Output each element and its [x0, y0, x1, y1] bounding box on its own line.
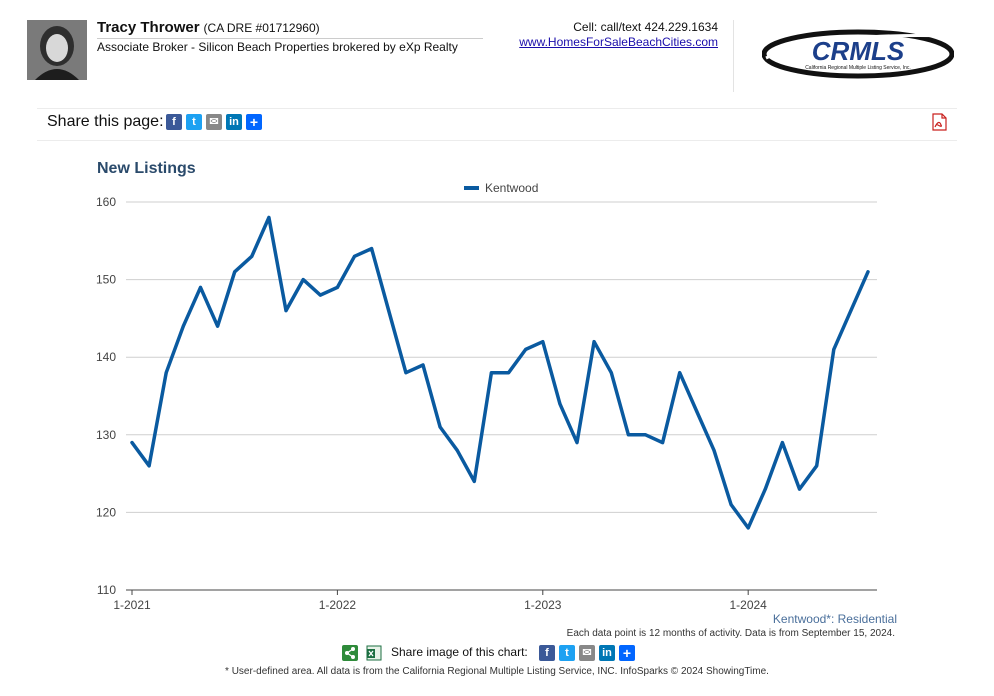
agent-portrait-image — [27, 20, 87, 80]
axis-layer: 110 120 130 140 150 160 1-2021 1-2022 1-2023 1-20… — [96, 195, 767, 612]
grid-layer — [126, 201, 877, 591]
data-point — [438, 425, 442, 429]
data-point — [130, 441, 134, 445]
y-tick-label: 150 — [96, 273, 116, 287]
data-point — [541, 340, 545, 344]
data-point — [626, 433, 630, 437]
data-point — [147, 464, 151, 468]
data-point — [250, 254, 254, 258]
chart-share-plus-icon[interactable]: + — [619, 645, 635, 661]
data-point — [729, 503, 733, 507]
data-point — [609, 371, 613, 375]
data-point — [181, 324, 185, 328]
excel-export-icon-graphic — [366, 645, 382, 661]
agent-name: Tracy Thrower — [97, 19, 200, 36]
data-point — [267, 216, 271, 220]
series-line-kentwood — [130, 215, 870, 530]
data-point — [866, 270, 870, 274]
data-point — [592, 340, 596, 344]
data-point — [301, 278, 305, 282]
crmls-logo: CRMLS California Regional Multiple Listi… — [761, 28, 955, 80]
data-point — [798, 487, 802, 491]
data-point — [524, 347, 528, 351]
x-tick-label: 1-2024 — [729, 598, 767, 612]
data-point — [387, 309, 391, 313]
agent-name-line: Tracy Thrower (CA DRE #01712960) — [97, 19, 320, 36]
email-icon[interactable]: ✉ — [206, 114, 222, 130]
share-plus-icon[interactable]: + — [246, 114, 262, 130]
crmls-logo-tagline: California Regional Multiple Listing Ser… — [805, 65, 911, 71]
data-point — [643, 433, 647, 437]
pdf-icon[interactable] — [930, 113, 948, 131]
data-point — [233, 270, 237, 274]
y-tick-label: 120 — [96, 505, 116, 519]
data-point — [216, 324, 220, 328]
data-point — [558, 402, 562, 406]
share-chart-icon[interactable] — [342, 645, 358, 661]
agent-license: (CA DRE #01712960) — [203, 21, 320, 35]
data-point — [661, 441, 665, 445]
data-point — [404, 371, 408, 375]
data-point — [832, 347, 836, 351]
header-divider — [733, 20, 734, 92]
data-point — [678, 371, 682, 375]
chart-twitter-icon[interactable]: t — [559, 645, 575, 661]
chart-note: Each data point is 12 months of activity… — [566, 628, 895, 639]
data-point — [489, 371, 493, 375]
website-link[interactable]: www.HomesForSaleBeachCities.com — [519, 35, 718, 49]
data-point — [575, 441, 579, 445]
series-layer — [130, 215, 870, 530]
chart-area-label: Kentwood*: Residential — [772, 612, 897, 626]
agent-photo — [27, 20, 87, 80]
x-tick-label: 1-2021 — [113, 598, 151, 612]
legend-layer: Kentwood — [464, 181, 538, 195]
y-tick-label: 140 — [96, 350, 116, 364]
contact-phone: Cell: call/text 424.229.1634 — [573, 20, 718, 34]
data-point — [318, 293, 322, 297]
twitter-icon[interactable]: t — [186, 114, 202, 130]
x-tick-label: 1-2022 — [319, 598, 357, 612]
data-point — [780, 441, 784, 445]
crmls-logo-image: CRMLS California Regional Multiple Listi… — [761, 29, 955, 79]
data-point — [284, 309, 288, 313]
data-point — [712, 448, 716, 452]
y-tick-label: 160 — [96, 195, 116, 209]
data-point — [815, 464, 819, 468]
crmls-logo-text: CRMLS — [812, 36, 905, 66]
linkedin-icon[interactable]: in — [226, 114, 242, 130]
share-page-label: Share this page: — [47, 113, 164, 130]
data-point — [335, 285, 339, 289]
chart-linkedin-icon[interactable]: in — [599, 645, 615, 661]
x-tick-label: 1-2023 — [524, 598, 562, 612]
share-bar — [37, 108, 957, 141]
data-point — [472, 479, 476, 483]
y-tick-label: 130 — [96, 428, 116, 442]
data-point — [695, 410, 699, 414]
y-tick-label: 110 — [97, 583, 116, 597]
data-point — [353, 254, 357, 258]
data-point — [763, 487, 767, 491]
legend-label-kentwood: Kentwood — [485, 181, 538, 195]
excel-export-icon[interactable] — [366, 645, 382, 661]
disclaimer: * User-defined area. All data is from th… — [225, 666, 769, 677]
share-image-label: Share image of this chart: — [391, 645, 528, 659]
data-point — [164, 371, 168, 375]
data-point — [421, 363, 425, 367]
data-point — [370, 247, 374, 251]
share-chart-icon-graphic — [345, 647, 355, 659]
data-point — [849, 309, 853, 313]
agent-title: Associate Broker - Silicon Beach Propert… — [97, 38, 483, 54]
pdf-icon-graphic — [932, 113, 947, 131]
data-point — [198, 285, 202, 289]
chart-facebook-icon[interactable]: f — [539, 645, 555, 661]
data-point — [455, 448, 459, 452]
facebook-icon[interactable]: f — [166, 114, 182, 130]
data-point — [746, 526, 750, 530]
data-point — [507, 371, 511, 375]
legend-swatch-kentwood — [464, 186, 479, 190]
chart-email-icon[interactable]: ✉ — [579, 645, 595, 661]
chart-title: New Listings — [97, 160, 196, 177]
